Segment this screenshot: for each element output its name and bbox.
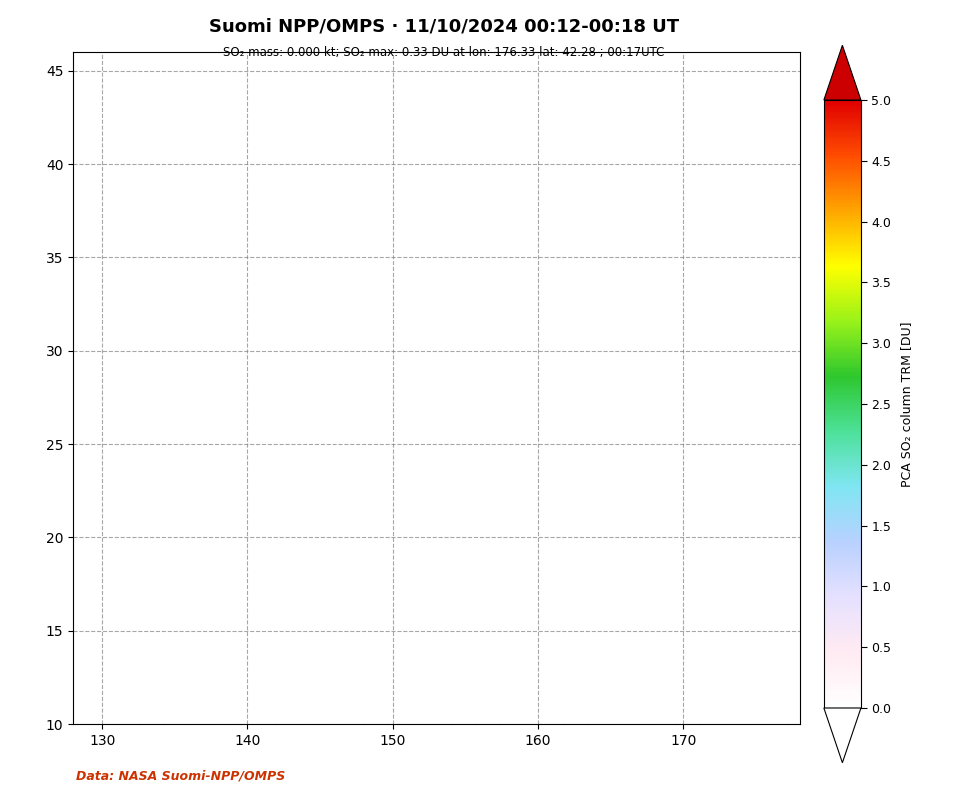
- Polygon shape: [824, 46, 861, 100]
- Polygon shape: [824, 708, 861, 762]
- Text: Data: NASA Suomi-NPP/OMPS: Data: NASA Suomi-NPP/OMPS: [76, 770, 286, 782]
- Text: SO₂ mass: 0.000 kt; SO₂ max: 0.33 DU at lon: 176.33 lat: 42.28 ; 00:17UTC: SO₂ mass: 0.000 kt; SO₂ max: 0.33 DU at …: [223, 46, 664, 58]
- Y-axis label: PCA SO₂ column TRM [DU]: PCA SO₂ column TRM [DU]: [900, 322, 913, 486]
- Text: Suomi NPP/OMPS · 11/10/2024 00:12-00:18 UT: Suomi NPP/OMPS · 11/10/2024 00:12-00:18 …: [209, 18, 679, 35]
